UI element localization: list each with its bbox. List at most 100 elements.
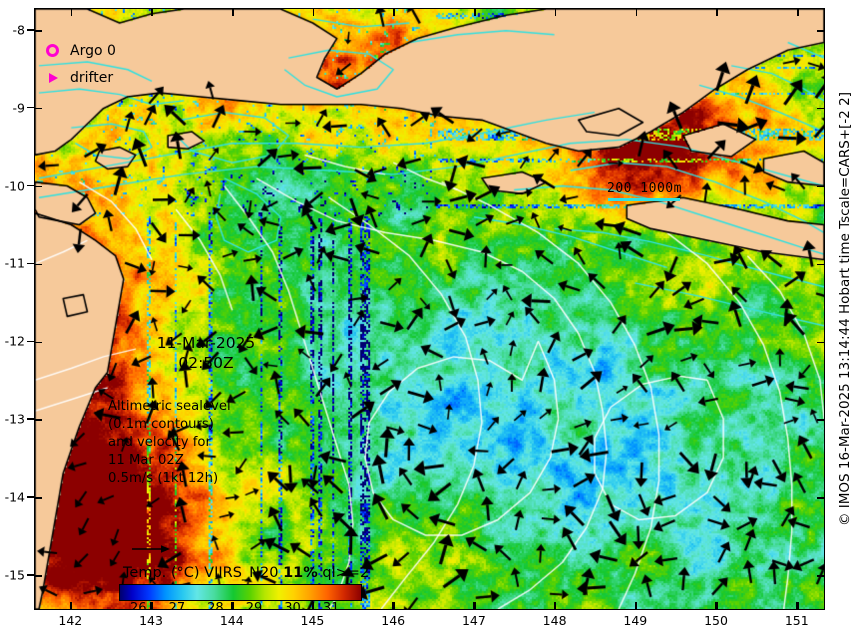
x-tick-inner-top <box>312 9 315 16</box>
x-tick-mark <box>553 602 556 610</box>
colorbar-tick-labels: 26 27 28 29 30 31 <box>119 601 362 610</box>
colorbar-title-suffix: ql>=2 <box>317 565 370 581</box>
y-tick-inner <box>35 30 42 32</box>
y-tick-inner-right <box>817 419 824 421</box>
x-tick-inner-top <box>797 9 799 16</box>
description-line-2: (0.1m contours) <box>108 417 214 432</box>
x-tick-inner-top <box>716 9 718 16</box>
y-tick-inner <box>35 341 42 344</box>
x-tick-mark <box>473 602 475 610</box>
y-tick-inner-right <box>817 497 824 499</box>
y-tick-inner-right <box>817 341 824 344</box>
velocity-scale-arrow-icon <box>132 545 170 553</box>
y-tick-mark <box>27 29 34 31</box>
x-tick-label: 144 <box>219 613 244 628</box>
bathymetry-contour-key: 200 1000m <box>607 181 682 201</box>
colorbar-gradient[interactable] <box>119 584 362 601</box>
y-tick-mark <box>27 574 34 576</box>
timestamp-date: 11-Mar-2025 <box>156 334 256 352</box>
y-tick-inner <box>35 185 42 188</box>
x-tick-inner <box>393 602 395 609</box>
x-tick-inner-top <box>474 9 476 16</box>
x-tick-label: 143 <box>139 613 163 628</box>
x-tick-inner <box>151 602 153 609</box>
y-tick-label: -12 <box>4 333 25 349</box>
x-tick-inner-top <box>635 9 638 16</box>
x-tick-inner-top <box>393 9 395 16</box>
x-tick-label: 142 <box>58 613 83 628</box>
colorbar-tick: 31 <box>322 601 340 610</box>
x-tick-inner <box>635 602 638 609</box>
y-tick-inner-right <box>817 107 824 110</box>
y-tick-label: -10 <box>4 178 25 194</box>
y-tick-inner <box>35 419 42 421</box>
colorbar-title-percent: 11% <box>283 565 318 581</box>
y-tick-inner <box>35 107 42 110</box>
y-tick-inner-right <box>817 185 824 188</box>
colorbar-tick: 29 <box>245 601 263 610</box>
x-tick-label: 151 <box>784 613 809 628</box>
x-tick-inner <box>716 602 718 609</box>
y-tick-inner-right <box>817 263 824 266</box>
credit-label: © IMOS 16-Mar-2025 13:14:44 Hobart time … <box>837 91 853 527</box>
y-tick-label: -15 <box>4 567 25 583</box>
x-tick-mark <box>231 602 233 610</box>
legend-label-argo: Argo 0 <box>70 42 116 59</box>
y-tick-inner-right <box>817 30 824 32</box>
argo-circle-icon <box>39 44 65 57</box>
x-tick-mark <box>69 602 72 610</box>
x-tick-inner <box>797 602 799 609</box>
description-line-5: 0.5m/s (1kt 12h) <box>108 471 219 486</box>
y-tick-mark <box>27 262 34 265</box>
x-tick-inner-top <box>554 9 557 16</box>
x-tick-label: 147 <box>461 613 486 628</box>
y-tick-label: -14 <box>4 489 25 505</box>
x-tick-inner-top <box>232 9 234 16</box>
colorbar-tick: 30 <box>284 601 301 610</box>
y-tick-mark <box>27 184 34 187</box>
x-tick-inner-top <box>70 9 73 16</box>
colorbar-block: Temp. (°C) VIIRS_N20 11% ql>=2 26 27 28 29 3… <box>87 565 369 610</box>
x-tick-inner <box>70 602 73 609</box>
x-tick-inner <box>232 602 234 609</box>
x-tick-inner-top <box>151 9 153 16</box>
x-tick-inner <box>474 602 476 609</box>
y-tick-inner-right <box>817 575 824 577</box>
description-line-3: and velocity for <box>108 435 211 450</box>
legend-item-drifter[interactable]: drifter <box>39 64 116 91</box>
y-tick-label: -13 <box>4 411 25 427</box>
description-block: Altimetric sealevel (0.1m contours) and … <box>108 398 308 488</box>
colorbar-title-prefix: Temp. (°C) VIIRS_N20 <box>123 565 284 581</box>
x-tick-label: 149 <box>623 613 648 628</box>
y-tick-mark <box>27 418 34 420</box>
x-tick-mark <box>634 602 637 610</box>
x-tick-label: 148 <box>542 613 567 628</box>
x-tick-label: 150 <box>704 613 728 628</box>
y-tick-mark <box>27 106 34 109</box>
legend-label-drifter: drifter <box>70 69 114 86</box>
x-tick-label: 146 <box>381 613 406 628</box>
y-tick-mark <box>27 496 34 498</box>
colorbar-tick: 26 <box>130 601 147 610</box>
colorbar-tick: 28 <box>207 601 224 610</box>
colorbar-tick: 27 <box>168 601 186 610</box>
x-tick-mark <box>311 602 314 610</box>
colorbar-title: Temp. (°C) VIIRS_N20 11% ql>=2 <box>123 565 369 581</box>
y-tick-inner <box>35 497 42 499</box>
bathymetry-key-line <box>608 198 681 201</box>
x-tick-mark <box>392 602 394 610</box>
y-tick-label: -8 <box>12 22 25 38</box>
legend-item-argo[interactable]: Argo 0 <box>39 37 116 64</box>
x-tick-mark <box>796 602 798 610</box>
x-tick-mark <box>715 602 717 610</box>
timestamp-time: 02:50Z <box>178 354 234 372</box>
sst-heatmap-canvas[interactable] <box>35 9 824 609</box>
marker-legend: Argo 0 drifter <box>39 37 116 91</box>
y-tick-inner <box>35 263 42 266</box>
map-plot-area[interactable]: Argo 0 drifter 200 1000m 11-Mar-2025 02:… <box>34 8 825 610</box>
y-tick-label: -11 <box>4 255 25 271</box>
x-tick-inner <box>554 602 557 609</box>
x-tick-inner <box>312 602 315 609</box>
y-tick-label: -9 <box>12 100 25 116</box>
